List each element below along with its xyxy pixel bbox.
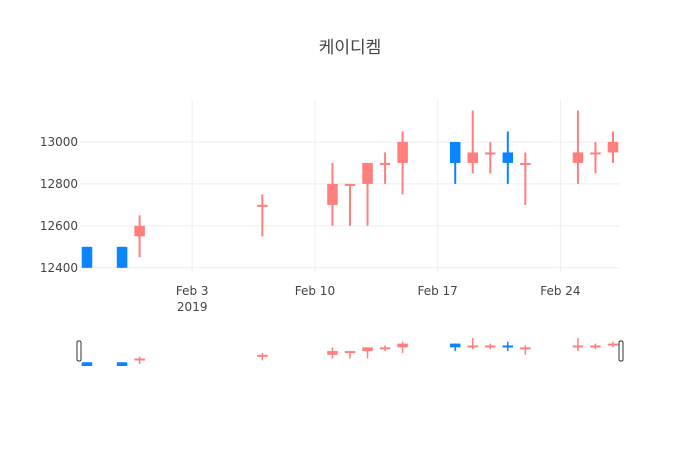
slider-candle-body <box>116 362 128 366</box>
candle-body <box>502 152 514 163</box>
slider-candle-body <box>590 345 601 348</box>
x-tick-label: Feb 24 <box>540 284 580 298</box>
candle-body <box>607 141 619 153</box>
x-year-label: 2019 <box>177 300 208 314</box>
candle-body <box>327 183 338 205</box>
slider-candle-body <box>257 354 268 357</box>
slider-candle-body <box>362 347 373 352</box>
slider-candle-body <box>327 351 338 355</box>
candle-body <box>590 152 601 155</box>
range-slider-right-handle[interactable] <box>618 340 624 362</box>
candle-body <box>257 204 268 207</box>
candle-body <box>81 246 93 268</box>
slider-candle-body <box>520 347 531 350</box>
slider-candle-body <box>449 343 461 348</box>
candle-body <box>344 183 356 186</box>
y-tick-label: 12400 <box>40 261 78 275</box>
slider-candle-body <box>379 347 391 350</box>
y-tick-label: 12600 <box>40 219 78 233</box>
candle-body <box>467 152 478 163</box>
slider-candle-body <box>397 343 408 348</box>
chart-title: 케이디켐 <box>318 38 382 58</box>
slider-candle-body <box>467 345 478 348</box>
x-tick-label: Feb 3 <box>176 284 209 298</box>
slider-candle-body <box>134 358 145 361</box>
slider-candle-body <box>572 345 584 348</box>
y-tick-label: 13000 <box>40 135 78 149</box>
candle-body <box>449 141 461 163</box>
y-tick-label: 12800 <box>40 177 78 191</box>
slider-candle-body <box>485 345 496 348</box>
candle-body <box>397 141 408 163</box>
range-slider-left-handle[interactable] <box>76 340 82 362</box>
x-tick-label: Feb 17 <box>417 284 457 298</box>
x-tick-label: Feb 10 <box>295 284 335 298</box>
candle-body <box>116 246 128 268</box>
candle-body <box>379 162 391 165</box>
slider-candle-body <box>81 362 93 366</box>
candle-body <box>485 152 496 155</box>
slider-candle-body <box>607 343 619 346</box>
candle-body <box>520 162 531 165</box>
candle-body <box>572 152 584 163</box>
slider-candle-body <box>344 351 356 354</box>
candle-body <box>134 225 145 237</box>
candle-body <box>362 162 373 184</box>
slider-candle-body <box>502 345 514 348</box>
